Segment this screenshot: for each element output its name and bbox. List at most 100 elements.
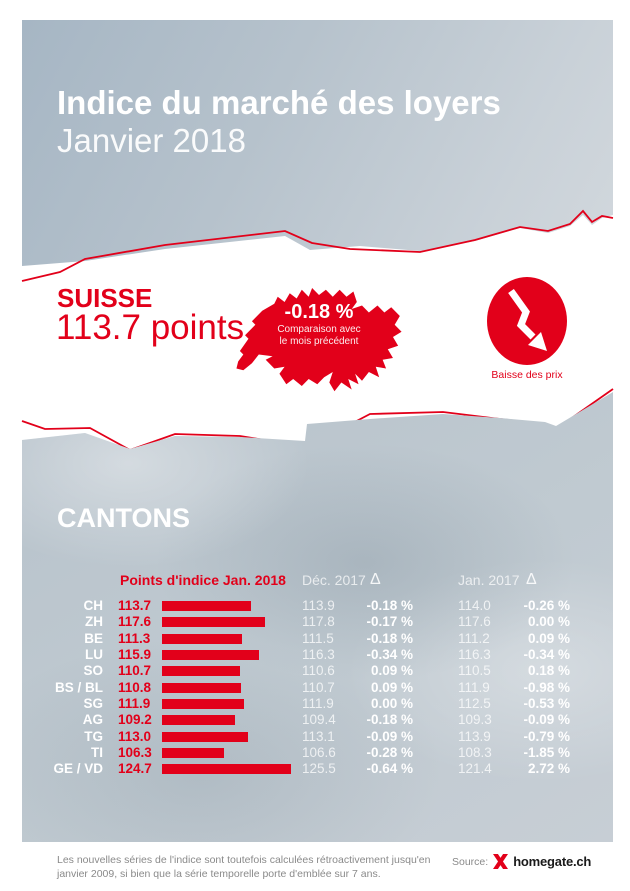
jan-2017-value: 114.0 bbox=[458, 598, 491, 613]
price-decrease-icon bbox=[487, 277, 567, 365]
footnote-line1: Les nouvelles séries de l'indice sont to… bbox=[57, 854, 431, 866]
dec-2017-value: 125.5 bbox=[302, 761, 336, 777]
points-value: 106.3 bbox=[118, 744, 152, 760]
page-title: Indice du marché des loyers Janvier 2018 bbox=[57, 84, 501, 160]
table-row: LU 115.9 116.3 -0.34 % 116.3 -0.34 % bbox=[22, 647, 613, 663]
delta-vs-jan-value: 0.00 % bbox=[527, 614, 570, 630]
points-bar bbox=[162, 731, 249, 742]
suisse-month-delta: -0.18 % bbox=[284, 301, 354, 323]
dec-2017-value: 111.9 bbox=[302, 695, 334, 711]
delta-vs-dec-value: -0.64 % bbox=[366, 761, 413, 777]
delta-vs-jan-value: -0.09 % bbox=[523, 712, 570, 728]
points-value: 113.7 bbox=[118, 598, 152, 613]
delta-vs-jan-value: -1.85 % bbox=[523, 744, 570, 760]
table-row: SO 110.7 110.6 0.09 % 110.5 0.18 % bbox=[22, 663, 613, 679]
table-row: GE / VD 124.7 125.5 -0.64 % 121.4 2.72 % bbox=[22, 761, 613, 777]
jan-2017-value: 112.5 bbox=[458, 695, 491, 711]
dec-2017-value: 110.6 bbox=[302, 663, 335, 679]
table-row: TI 106.3 106.6 -0.28 % 108.3 -1.85 % bbox=[22, 745, 613, 761]
brand-name: homegate.ch bbox=[513, 854, 592, 869]
points-value: 110.8 bbox=[118, 679, 152, 695]
canton-label: BE bbox=[84, 630, 103, 646]
jan-2017-value: 111.9 bbox=[458, 679, 490, 695]
page-title-line1: Indice du marché des loyers bbox=[57, 84, 501, 121]
table-row: ZH 117.6 117.8 -0.17 % 117.6 0.00 % bbox=[22, 614, 613, 630]
suisse-delta-caption-line1: Comparaison avec bbox=[277, 324, 361, 335]
footnote: Les nouvelles séries de l'indice sont to… bbox=[57, 854, 457, 881]
jan-2017-value: 113.9 bbox=[458, 728, 491, 744]
points-bar bbox=[162, 617, 265, 628]
delta-symbol-dec: Δ bbox=[370, 571, 381, 588]
delta-vs-jan-value: -0.26 % bbox=[523, 598, 570, 613]
cantons-table-rows: CH 113.7 113.9 -0.18 % 114.0 -0.26 % ZH 117.6 11… bbox=[22, 598, 613, 778]
delta-vs-dec-value: 0.09 % bbox=[370, 663, 413, 679]
dec-2017-value: 111.5 bbox=[302, 630, 334, 646]
delta-vs-dec-value: 0.00 % bbox=[370, 695, 413, 711]
delta-vs-dec-value: -0.34 % bbox=[366, 646, 413, 662]
jan-2017-value: 110.5 bbox=[458, 663, 491, 679]
points-value: 124.7 bbox=[118, 761, 152, 777]
table-row: AG 109.2 109.4 -0.18 % 109.3 -0.09 % bbox=[22, 712, 613, 728]
points-value: 110.7 bbox=[118, 663, 152, 679]
points-bar bbox=[162, 650, 259, 661]
source-attribution: Source: homegate.ch bbox=[452, 853, 591, 870]
jan-2017-value: 117.6 bbox=[458, 614, 491, 630]
homegate-logo-icon bbox=[493, 854, 509, 869]
table-row: TG 113.0 113.1 -0.09 % 113.9 -0.79 % bbox=[22, 729, 613, 745]
delta-vs-jan-value: 0.09 % bbox=[527, 630, 570, 646]
points-bar bbox=[162, 633, 243, 644]
jan-2017-value: 111.2 bbox=[458, 630, 490, 646]
canton-label: BS / BL bbox=[54, 679, 103, 695]
points-value: 113.0 bbox=[118, 728, 152, 744]
suisse-points-value: 113.7 points bbox=[56, 308, 245, 347]
delta-vs-jan-value: 0.18 % bbox=[527, 663, 570, 679]
dec-2017-value: 109.4 bbox=[302, 712, 336, 728]
switzerland-map-icon bbox=[233, 281, 405, 393]
delta-vs-jan-value: -0.79 % bbox=[523, 728, 570, 744]
col-header-jan-2017: Jan. 2017 bbox=[458, 572, 520, 588]
canton-label: SO bbox=[83, 663, 103, 679]
col-header-points: Points d'indice Jan. 2018 bbox=[120, 572, 286, 588]
canton-label: SG bbox=[83, 695, 103, 711]
cantons-heading: CANTONS bbox=[57, 503, 191, 533]
canton-label: LU bbox=[85, 646, 103, 662]
cantons-section: CANTONS Points d'indice Jan. 2018 Déc. 2… bbox=[22, 392, 613, 842]
dec-2017-value: 110.7 bbox=[302, 679, 335, 695]
suisse-delta-caption: Comparaison avec le mois précédent bbox=[233, 324, 405, 347]
dec-2017-value: 113.1 bbox=[302, 728, 335, 744]
table-row: BS / BL 110.8 110.7 0.09 % 111.9 -0.98 % bbox=[22, 680, 613, 696]
dec-2017-value: 113.9 bbox=[302, 598, 335, 613]
canton-label: TG bbox=[84, 728, 103, 744]
col-header-dec-2017: Déc. 2017 bbox=[302, 572, 366, 588]
points-bar bbox=[162, 699, 245, 710]
suisse-heading: SUISSE bbox=[57, 283, 153, 313]
jan-2017-value: 108.3 bbox=[458, 744, 492, 760]
dec-2017-value: 106.6 bbox=[302, 744, 336, 760]
points-value: 109.2 bbox=[118, 712, 152, 728]
delta-vs-dec-value: -0.18 % bbox=[366, 598, 413, 613]
points-bar bbox=[162, 601, 251, 612]
jan-2017-value: 109.3 bbox=[458, 712, 492, 728]
canton-label: GE / VD bbox=[53, 761, 103, 777]
points-value: 111.3 bbox=[118, 630, 151, 646]
table-row: CH 113.7 113.9 -0.18 % 114.0 -0.26 % bbox=[22, 598, 613, 614]
canton-label: TI bbox=[91, 744, 103, 760]
price-decrease-label: Baisse des prix bbox=[491, 369, 563, 381]
delta-vs-jan-value: -0.53 % bbox=[523, 695, 570, 711]
dec-2017-value: 117.8 bbox=[302, 614, 335, 630]
delta-symbol-jan: Δ bbox=[526, 571, 537, 588]
down-arrow-icon bbox=[487, 277, 567, 365]
switzerland-map-shape bbox=[236, 288, 402, 392]
header-banner: Indice du marché des loyers Janvier 2018 bbox=[22, 20, 613, 266]
jan-2017-value: 116.3 bbox=[458, 646, 491, 662]
dec-2017-value: 116.3 bbox=[302, 646, 335, 662]
jan-2017-value: 121.4 bbox=[458, 761, 492, 777]
cantons-table-header: Points d'indice Jan. 2018 Déc. 2017 Δ Ja… bbox=[22, 571, 570, 589]
canton-label: CH bbox=[83, 598, 104, 613]
page-title-line2: Janvier 2018 bbox=[57, 122, 246, 159]
points-bar bbox=[162, 682, 241, 693]
table-row: SG 111.9 111.9 0.00 % 112.5 -0.53 % bbox=[22, 696, 613, 712]
delta-vs-dec-value: 0.09 % bbox=[370, 679, 413, 695]
delta-vs-jan-value: 2.72 % bbox=[527, 761, 570, 777]
